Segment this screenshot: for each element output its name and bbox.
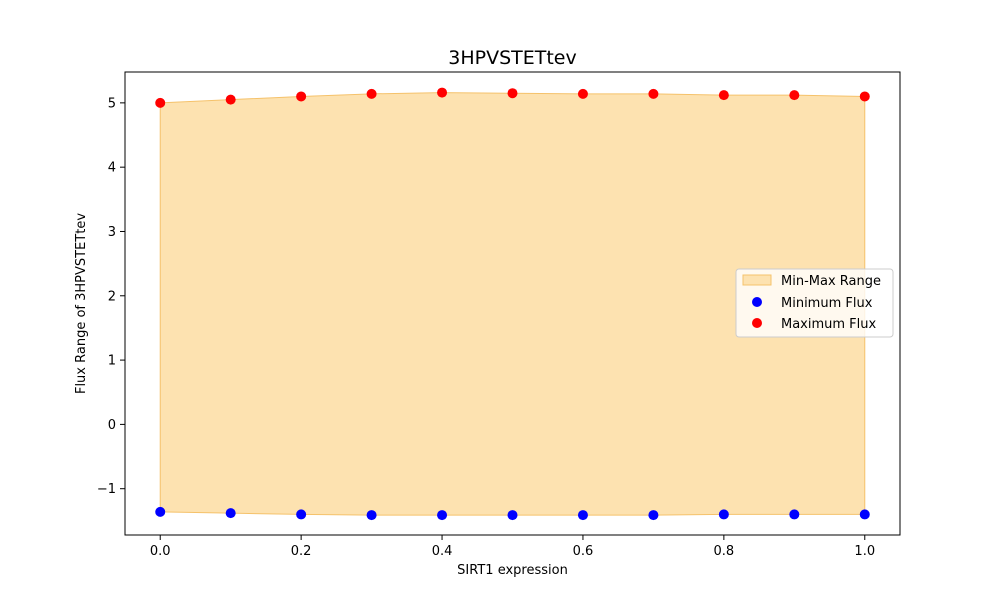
max-flux-point <box>366 88 377 99</box>
max-flux-point <box>155 97 166 108</box>
chart-title: 3HPVSTETtev <box>448 47 577 69</box>
x-axis-label: SIRT1 expression <box>457 563 568 578</box>
max-flux-point <box>507 88 518 99</box>
max-flux-point <box>225 94 236 105</box>
points-layer <box>155 87 870 521</box>
min-flux-point <box>366 510 377 521</box>
min-flux-point <box>507 510 518 521</box>
y-tick-label: 2 <box>108 289 116 304</box>
min-flux-point <box>577 510 588 521</box>
legend: Min-Max Range Minimum Flux Maximum Flux <box>735 268 894 338</box>
x-tick-label: 0.8 <box>714 544 735 559</box>
legend-marker-min <box>752 297 762 307</box>
y-tick-label: −1 <box>97 482 116 497</box>
legend-box <box>735 268 894 338</box>
y-tick-label: 0 <box>108 418 116 433</box>
max-flux-point <box>296 91 307 102</box>
min-flux-point <box>155 506 166 517</box>
legend-label-max: Maximum Flux <box>781 317 877 332</box>
x-tick-label: 0.0 <box>150 544 171 559</box>
min-flux-point <box>225 508 236 519</box>
min-flux-point <box>437 510 448 521</box>
x-tick-label: 0.2 <box>291 544 312 559</box>
x-tick-label: 0.4 <box>432 544 453 559</box>
legend-label-min: Minimum Flux <box>781 296 873 311</box>
max-flux-point <box>718 90 729 101</box>
min-flux-point <box>859 509 870 520</box>
x-tick-label: 1.0 <box>854 544 875 559</box>
y-tick-label: 3 <box>108 225 116 240</box>
x-axis-ticks: 0.0 0.2 0.4 0.6 0.8 1.0 <box>150 535 875 559</box>
x-tick-label: 0.6 <box>573 544 594 559</box>
max-flux-point <box>648 88 659 99</box>
min-flux-point <box>789 509 800 520</box>
legend-marker-max <box>752 318 762 328</box>
y-tick-label: 5 <box>108 96 116 111</box>
max-flux-point <box>789 90 800 101</box>
max-flux-point <box>437 87 448 98</box>
y-axis-ticks: −1 0 1 2 3 4 5 <box>97 96 125 497</box>
legend-swatch-range <box>742 274 772 286</box>
min-flux-point <box>648 510 659 521</box>
min-flux-point <box>718 509 729 520</box>
max-flux-point <box>577 88 588 99</box>
min-flux-point <box>296 509 307 520</box>
y-tick-label: 4 <box>108 161 116 176</box>
y-axis-label: Flux Range of 3HPVSTETtev <box>74 213 89 394</box>
plot-frame <box>124 71 901 536</box>
y-tick-label: 1 <box>108 354 116 369</box>
legend-label-range: Min-Max Range <box>781 274 881 289</box>
max-flux-point <box>859 91 870 102</box>
